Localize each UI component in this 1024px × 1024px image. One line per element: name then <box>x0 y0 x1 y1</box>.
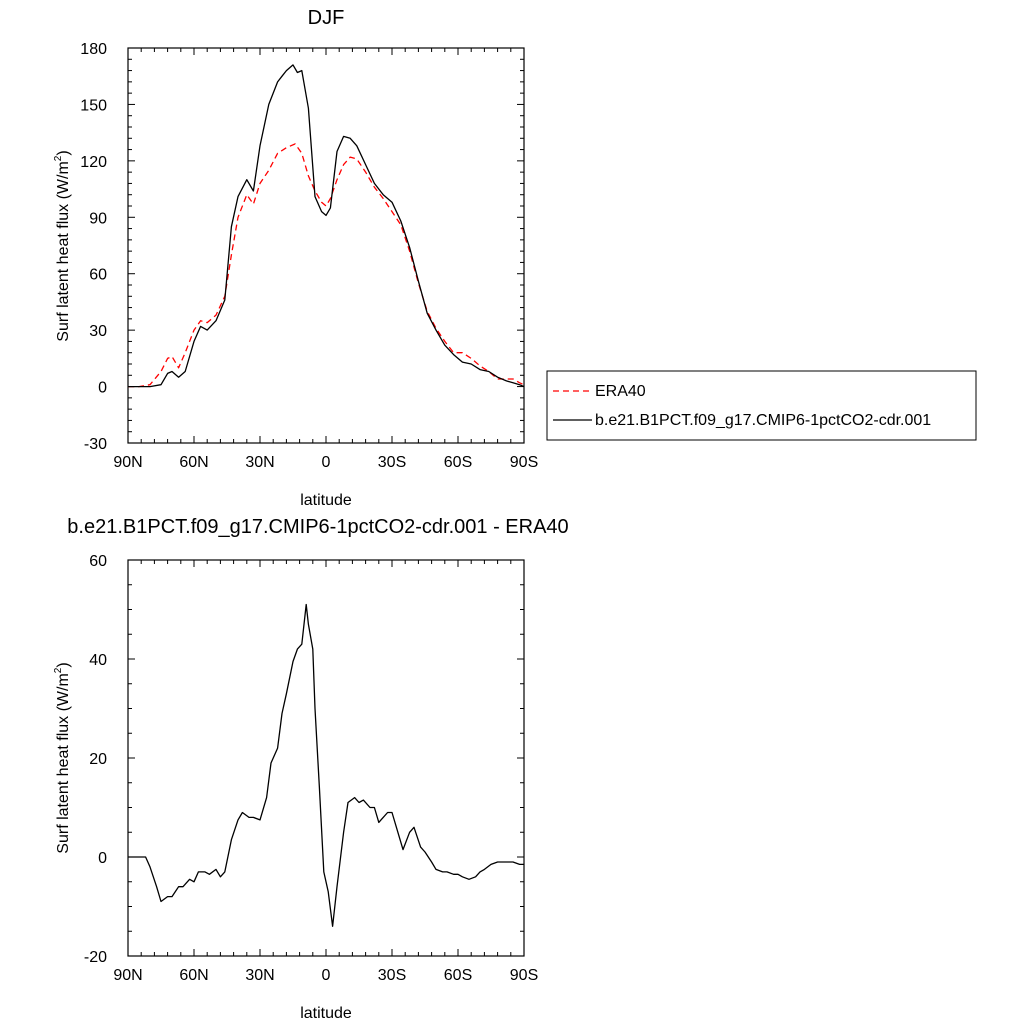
y-tick-label: -30 <box>84 436 107 453</box>
series-lines <box>128 64 525 388</box>
x-tick-label: 90N <box>113 967 142 984</box>
y-tick-label: 120 <box>80 154 107 171</box>
y-axis-label-tail: ) <box>55 662 72 667</box>
x-tick-label: 30S <box>378 454 406 471</box>
series-lines <box>128 603 524 927</box>
x-axis-label: latitude <box>300 1005 352 1022</box>
y-axis-label-main: Surf latent heat flux (W/m <box>55 673 72 854</box>
series-line-era40 <box>128 143 525 388</box>
y-tick-label: 40 <box>89 652 107 669</box>
chart-panel-bottom: b.e21.B1PCT.f09_g17.CMIP6-1pctCO2-cdr.00… <box>53 516 569 1022</box>
y-axis-label: Surf latent heat flux (W/m2) <box>53 150 72 341</box>
y-tick-label: 60 <box>89 553 107 570</box>
chart-title: DJF <box>308 7 345 29</box>
x-tick-label: 60N <box>179 454 208 471</box>
legend-label-model: b.e21.B1PCT.f09_g17.CMIP6-1pctCO2-cdr.00… <box>595 412 931 429</box>
y-tick-label: -20 <box>84 949 107 966</box>
series-line-b-e21-b1pct-f09-g17-cmip6-1pctco2-cdr-001 <box>128 64 525 388</box>
x-axis-label: latitude <box>300 492 352 509</box>
x-tick-label: 60S <box>444 454 472 471</box>
y-tick-label: 180 <box>80 41 107 58</box>
x-tick-label: 60S <box>444 967 472 984</box>
y-tick-label: 0 <box>98 380 107 397</box>
legend-label-era40: ERA40 <box>595 383 646 400</box>
y-axis-ticks: -20 0 20 40 60 <box>84 553 524 966</box>
x-tick-label: 90N <box>113 454 142 471</box>
x-tick-label: 90S <box>510 454 538 471</box>
y-axis-ticks: -30 0 30 60 90 120 150 180 <box>80 41 524 453</box>
y-axis-label-main: Surf latent heat flux (W/m <box>55 161 72 342</box>
x-tick-label: 90S <box>510 967 538 984</box>
x-tick-label: 30N <box>245 967 274 984</box>
x-axis-ticks: 90N 60N 30N 0 30S 60S 90S <box>113 48 538 471</box>
y-axis-label-tail: ) <box>55 150 72 155</box>
legend: ERA40 b.e21.B1PCT.f09_g17.CMIP6-1pctCO2-… <box>546 370 977 441</box>
y-axis-label-sup: 2 <box>53 667 64 673</box>
legend-box <box>546 370 977 441</box>
y-tick-label: 30 <box>89 323 107 340</box>
y-tick-label: 60 <box>89 267 107 284</box>
y-tick-label: 150 <box>80 97 107 114</box>
y-tick-label: 20 <box>89 751 107 768</box>
x-tick-label: 30S <box>378 967 406 984</box>
x-tick-label: 0 <box>322 967 331 984</box>
x-axis-ticks: 90N 60N 30N 0 30S 60S 90S <box>113 560 538 984</box>
x-tick-label: 60N <box>179 967 208 984</box>
y-axis-label-sup: 2 <box>53 155 64 161</box>
series-line-difference <box>128 603 524 927</box>
y-axis-label: Surf latent heat flux (W/m2) <box>53 662 72 853</box>
chart-panel-top: DJF 90N 60N 30N 0 30S 60S 90S -30 0 30 60 90 120 150… <box>53 7 977 509</box>
y-tick-label: 90 <box>89 210 107 227</box>
x-tick-label: 30N <box>245 454 274 471</box>
x-tick-label: 0 <box>322 454 331 471</box>
chart-title: b.e21.B1PCT.f09_g17.CMIP6-1pctCO2-cdr.00… <box>67 516 568 538</box>
y-tick-label: 0 <box>98 850 107 867</box>
